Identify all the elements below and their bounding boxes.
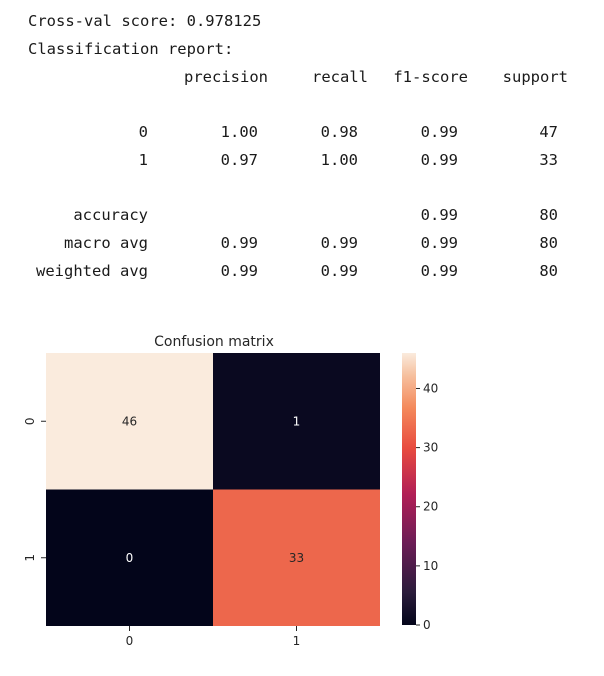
row-precision: 0.99 (220, 234, 258, 252)
heatmap-cell-1-1 (213, 489, 380, 626)
cell-annotation: 33 (289, 551, 304, 565)
row-recall: 0.99 (320, 262, 358, 280)
row-support: 80 (539, 262, 558, 280)
row-support: 33 (539, 151, 558, 169)
x-tick-label: 0 (126, 634, 134, 648)
row-precision (168, 204, 258, 226)
cell-annotation: 1 (293, 414, 301, 428)
y-tick-label: 1 (23, 554, 37, 562)
row-recall (268, 204, 358, 226)
row-precision: 0.97 (220, 151, 258, 169)
row-precision: 0.99 (220, 262, 258, 280)
row-precision: 1.00 (220, 123, 258, 141)
heatmap-cell-0-0 (46, 353, 213, 490)
row-support: 80 (539, 206, 558, 224)
header-support: support (502, 68, 568, 86)
cv-score-line: Cross-val score: 0.978125 (28, 12, 262, 30)
header-recall: recall (312, 68, 368, 86)
row-f1-score: 0.99 (420, 262, 458, 280)
colorbar-tick-label: 30 (423, 441, 438, 455)
x-tick-label: 1 (293, 634, 301, 648)
colorbar-tick-label: 20 (423, 500, 438, 514)
heatmap-cell-1-0 (46, 489, 213, 626)
row-label: macro avg (64, 234, 148, 252)
y-tick-label: 0 (23, 417, 37, 425)
row-f1-score: 0.99 (420, 123, 458, 141)
cell-annotation: 0 (126, 551, 134, 565)
row-label: 1 (138, 151, 148, 169)
colorbar (402, 353, 416, 625)
header-f1-score: f1-score (393, 68, 468, 86)
row-recall: 0.99 (320, 234, 358, 252)
row-f1-score: 0.99 (420, 234, 458, 252)
row-label: weighted avg (36, 262, 148, 280)
row-label: accuracy (73, 206, 148, 224)
row-recall: 0.98 (320, 123, 358, 141)
colorbar-tick-label: 40 (423, 381, 438, 395)
chart-title: Confusion matrix (154, 334, 274, 350)
row-f1-score: 0.99 (420, 151, 458, 169)
colorbar-tick-label: 10 (423, 559, 438, 573)
row-recall: 1.00 (320, 151, 358, 169)
row-support: 80 (539, 234, 558, 252)
row-label: 0 (138, 123, 148, 141)
header-precision: precision (184, 68, 268, 86)
row-f1-score: 0.99 (420, 206, 458, 224)
cell-annotation: 46 (122, 414, 137, 428)
row-support: 47 (539, 123, 558, 141)
report-title: Classification report: (28, 40, 234, 58)
heatmap-cell-0-1 (213, 353, 380, 490)
colorbar-tick-label: 0 (423, 618, 431, 632)
